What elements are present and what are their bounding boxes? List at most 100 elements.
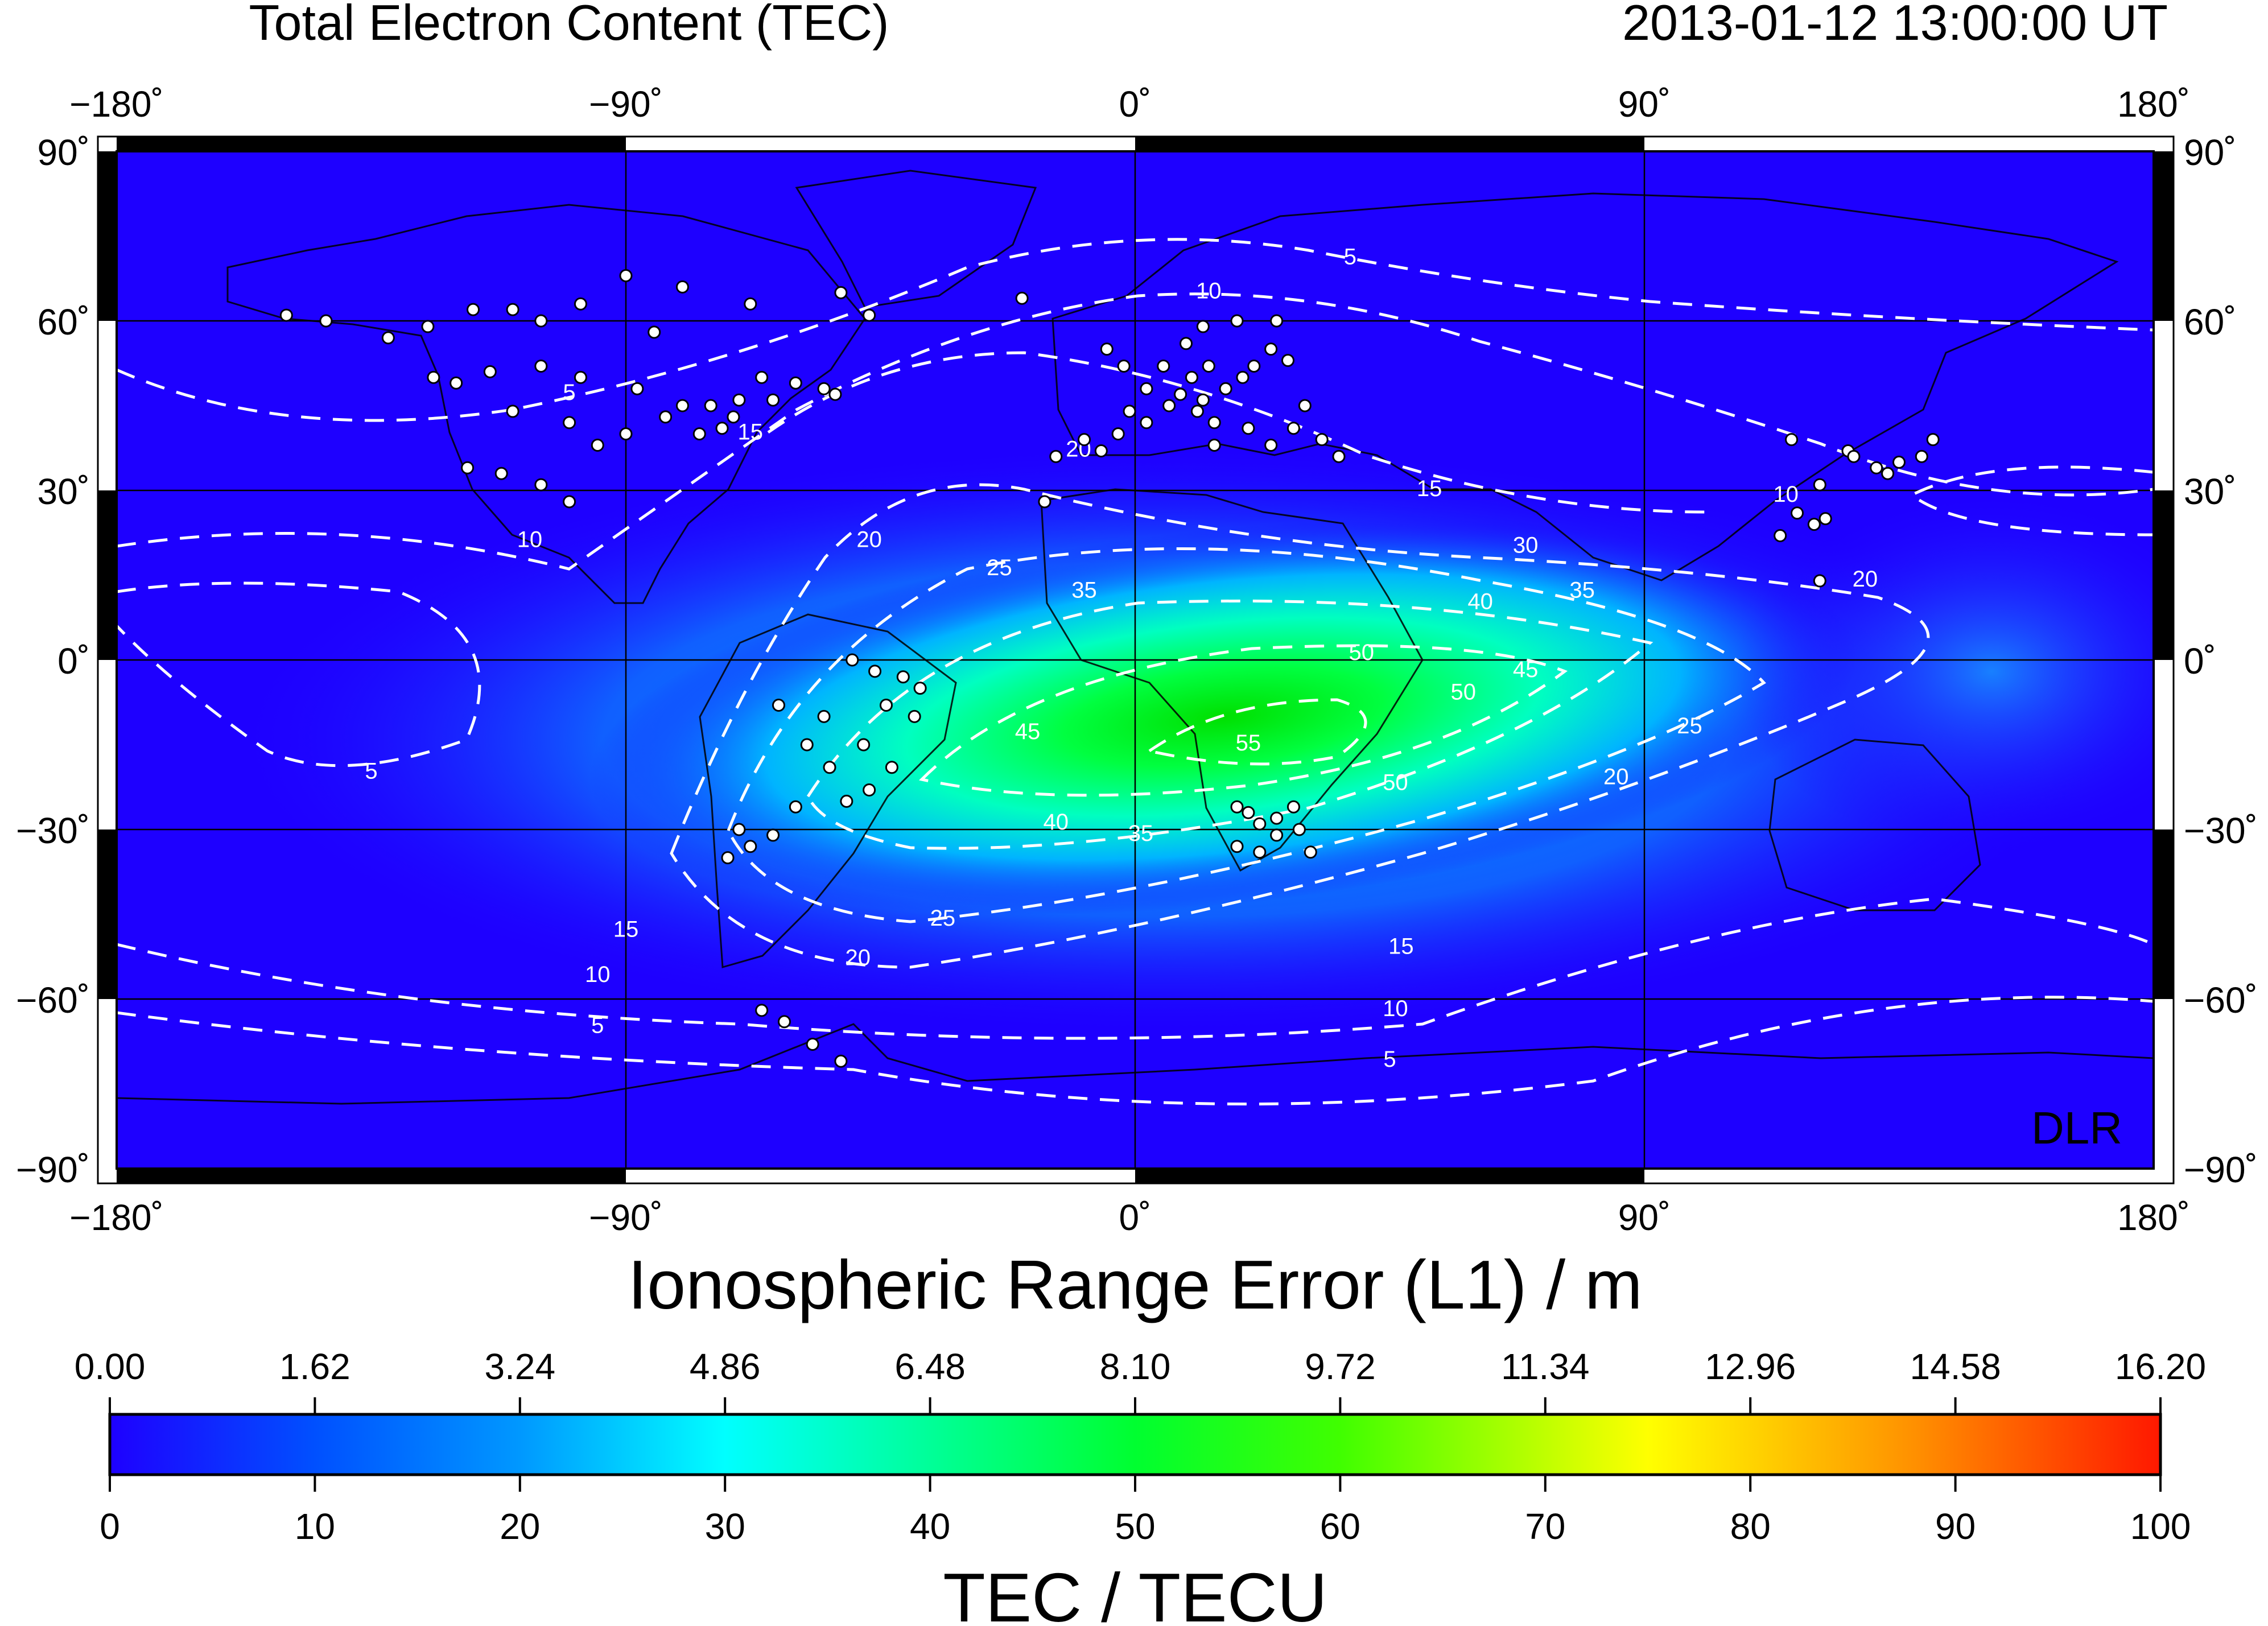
contour-label: 10 bbox=[585, 962, 611, 987]
range-error-tick: 8.10 bbox=[1100, 1346, 1171, 1387]
station-marker bbox=[766, 828, 780, 842]
contour-label: 5 bbox=[591, 1013, 604, 1038]
contour-label: 20 bbox=[856, 527, 882, 552]
station-marker bbox=[1270, 828, 1284, 842]
station-marker bbox=[1253, 817, 1267, 831]
contour-lines bbox=[117, 238, 2154, 1105]
station-marker bbox=[732, 393, 746, 407]
credit-label: DLR bbox=[2031, 1103, 2122, 1153]
station-marker bbox=[1230, 800, 1244, 814]
station-marker bbox=[879, 698, 893, 712]
tec-tick: 30 bbox=[705, 1506, 745, 1547]
station-marker bbox=[506, 303, 519, 316]
contour-label: 15 bbox=[1417, 476, 1442, 501]
station-marker bbox=[1111, 427, 1125, 441]
station-marker bbox=[885, 761, 898, 774]
station-marker bbox=[1270, 314, 1284, 328]
station-marker bbox=[659, 410, 673, 424]
station-marker bbox=[1813, 478, 1826, 492]
lat-ticks-right: 90˚ 60˚ 30˚ 0˚ −30˚ −60˚ −90˚ bbox=[2184, 132, 2258, 1190]
checker-right-3 bbox=[2154, 829, 2174, 999]
contour-25 bbox=[727, 547, 1766, 923]
station-marker bbox=[846, 653, 859, 667]
station-marker bbox=[1892, 455, 1906, 469]
station-marker bbox=[1117, 359, 1131, 373]
south-america-outline bbox=[699, 613, 957, 968]
contour-label: 25 bbox=[930, 906, 956, 931]
contour-label: 40 bbox=[1044, 810, 1069, 835]
station-marker bbox=[1242, 422, 1255, 435]
station-marker bbox=[806, 1037, 819, 1051]
tec-tick: 50 bbox=[1115, 1506, 1155, 1547]
station-marker bbox=[777, 1015, 791, 1029]
station-marker bbox=[1270, 811, 1284, 825]
contour-10-north bbox=[117, 292, 2154, 571]
lat-tick-right: −30˚ bbox=[2184, 810, 2258, 851]
station-marker bbox=[913, 682, 927, 695]
station-marker bbox=[1264, 342, 1278, 356]
station-marker bbox=[1298, 399, 1312, 412]
station-marker bbox=[1196, 393, 1210, 407]
station-marker bbox=[1774, 529, 1787, 542]
checker-left-2 bbox=[98, 490, 117, 660]
contour-45 bbox=[918, 644, 1568, 797]
lat-ticks-left: 90˚ 60˚ 30˚ 0˚ −30˚ −60˚ −90˚ bbox=[16, 132, 90, 1190]
station-marker bbox=[755, 370, 769, 384]
lon-ticks-bottom: −180˚ −90˚ 0˚ 90˚ 180˚ bbox=[69, 1197, 2190, 1238]
colorbar bbox=[108, 1413, 2162, 1476]
contour-10-south bbox=[117, 897, 2154, 1040]
range-error-tick: 12.96 bbox=[1705, 1346, 1796, 1387]
africa-outline bbox=[1040, 488, 1424, 872]
north-america-outline bbox=[226, 204, 866, 604]
eurasia-outline bbox=[1051, 192, 2119, 581]
lon-tick-bottom: 90˚ bbox=[1618, 1197, 1671, 1238]
station-marker bbox=[1196, 320, 1210, 333]
station-marker bbox=[1123, 405, 1136, 418]
contour-label: 50 bbox=[1451, 680, 1477, 705]
station-marker bbox=[1286, 422, 1300, 435]
contour-label: 10 bbox=[517, 527, 543, 552]
lat-tick-left: −60˚ bbox=[16, 980, 90, 1021]
station-marker bbox=[732, 823, 746, 836]
contour-label: 35 bbox=[1569, 578, 1595, 603]
station-marker bbox=[494, 467, 508, 480]
station-marker bbox=[1242, 806, 1255, 819]
station-marker bbox=[1078, 433, 1091, 447]
station-marker bbox=[755, 1004, 769, 1017]
station-marker bbox=[563, 416, 576, 430]
station-marker bbox=[863, 783, 876, 797]
station-marker bbox=[1162, 399, 1176, 412]
tec-tick: 70 bbox=[1525, 1506, 1565, 1547]
range-error-tick: 6.48 bbox=[894, 1346, 966, 1387]
station-marker bbox=[1207, 416, 1221, 430]
station-marker bbox=[868, 665, 882, 678]
station-marker bbox=[506, 405, 519, 418]
station-marker bbox=[817, 709, 831, 723]
lat-tick-left: −30˚ bbox=[16, 810, 90, 851]
lon-tick-top: 180˚ bbox=[2117, 84, 2190, 125]
station-marker bbox=[563, 495, 576, 509]
lon-tick-bottom: 180˚ bbox=[2117, 1197, 2190, 1238]
station-marker bbox=[1207, 439, 1221, 452]
station-marker bbox=[908, 709, 921, 723]
checker-bottom-2 bbox=[1135, 1169, 1644, 1183]
frame-checker bbox=[98, 137, 2174, 1183]
contour-label: 50 bbox=[1349, 640, 1375, 665]
station-marker bbox=[823, 761, 836, 774]
station-marker bbox=[834, 286, 848, 299]
station-marker bbox=[279, 308, 293, 322]
lon-tick-bottom: −90˚ bbox=[589, 1197, 663, 1238]
lat-tick-left: 30˚ bbox=[38, 471, 90, 512]
station-marker bbox=[1140, 382, 1153, 395]
contour-35 bbox=[806, 599, 1653, 850]
station-marker bbox=[675, 399, 689, 412]
colorbar-section: Ionospheric Range Error (L1) / m 0.00 1.6… bbox=[75, 1246, 2206, 1626]
tec-tick: 0 bbox=[100, 1506, 120, 1547]
range-error-tick: 0.00 bbox=[75, 1346, 146, 1387]
station-marker bbox=[1157, 359, 1170, 373]
station-marker bbox=[1813, 574, 1826, 588]
station-marker bbox=[817, 382, 831, 395]
lat-tick-right: 30˚ bbox=[2184, 471, 2237, 512]
station-marker bbox=[1038, 495, 1051, 509]
station-marker bbox=[1881, 467, 1895, 480]
